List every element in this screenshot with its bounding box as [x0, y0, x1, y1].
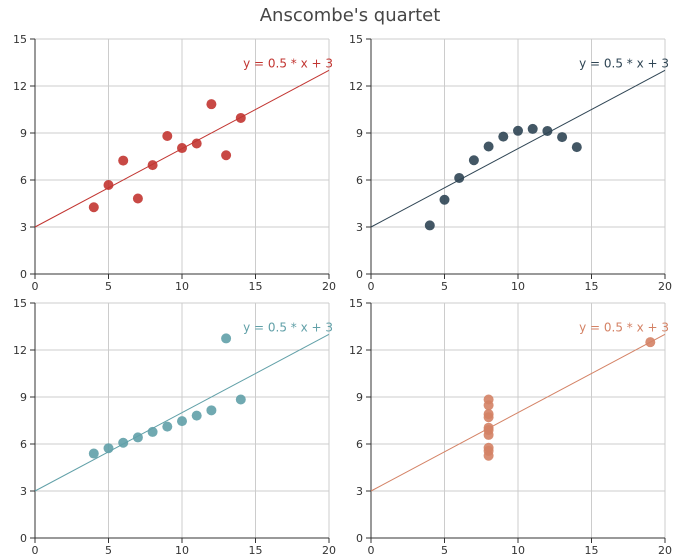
- y-tick-label: 15: [349, 297, 363, 310]
- fit-line: [34, 333, 330, 492]
- data-point: [468, 155, 479, 166]
- y-tick-label: 12: [13, 344, 27, 357]
- x-tick-label: 15: [249, 280, 263, 293]
- x-tick-label: 0: [32, 280, 39, 293]
- data-point: [118, 437, 129, 448]
- data-point: [527, 123, 538, 134]
- x-tick-label: 15: [585, 544, 599, 557]
- data-point: [88, 202, 99, 213]
- data-point: [118, 155, 129, 166]
- data-point: [483, 425, 494, 436]
- data-point: [542, 125, 553, 136]
- x-tick-label: 0: [368, 544, 375, 557]
- data-point: [439, 194, 450, 205]
- fit-line: [370, 333, 666, 492]
- x-tick-label: 5: [105, 280, 112, 293]
- fit-line-label: y = 0.5 * x + 3: [243, 56, 333, 70]
- y-tick-label: 3: [20, 221, 27, 234]
- data-point: [483, 409, 494, 420]
- data-point: [132, 193, 143, 204]
- panel-3: 0 5 10 15 20 0 3 6 9 12 15 y = 0.5 * x + 3: [13, 297, 336, 557]
- y-tick-label: 0: [356, 532, 363, 545]
- y-tick-label: 3: [356, 485, 363, 498]
- y-tick-label: 15: [13, 33, 27, 46]
- data-point: [557, 132, 568, 143]
- data-point: [235, 394, 246, 405]
- data-point: [483, 141, 494, 152]
- data-point: [235, 112, 246, 123]
- y-tick-label: 0: [20, 268, 27, 281]
- x-tick-label: 15: [249, 544, 263, 557]
- panel-1: 0 5 10 15 20 0 3 6 9 12 15 y = 0.5 * x + 3: [13, 33, 336, 293]
- y-tick-label: 9: [356, 127, 363, 140]
- data-point: [147, 426, 158, 437]
- data-point: [177, 416, 187, 427]
- chart-title: Anscombe's quartet: [260, 5, 441, 26]
- fit-line: [370, 69, 666, 228]
- data-point: [454, 172, 465, 183]
- x-tick-label: 10: [175, 280, 189, 293]
- x-tick-label: 10: [511, 544, 525, 557]
- y-tick-label: 15: [13, 297, 27, 310]
- y-tick-label: 6: [20, 438, 27, 451]
- fit-line-label: y = 0.5 * x + 3: [243, 320, 333, 334]
- y-tick-label: 9: [356, 391, 363, 404]
- data-point: [103, 180, 114, 191]
- x-tick-label: 20: [658, 280, 672, 293]
- data-point: [206, 99, 217, 110]
- x-tick-label: 10: [175, 544, 189, 557]
- y-tick-label: 12: [349, 344, 363, 357]
- data-point: [221, 333, 232, 344]
- x-tick-label: 20: [322, 544, 336, 557]
- data-point: [221, 150, 232, 161]
- x-tick-label: 0: [368, 280, 375, 293]
- x-tick-label: 5: [105, 544, 112, 557]
- x-tick-label: 5: [441, 544, 448, 557]
- y-tick-label: 6: [356, 174, 363, 187]
- data-point: [88, 448, 99, 459]
- x-tick-label: 5: [441, 280, 448, 293]
- data-point: [571, 142, 582, 153]
- x-tick-label: 20: [322, 280, 336, 293]
- y-tick-label: 0: [20, 532, 27, 545]
- data-point: [162, 130, 173, 141]
- data-point: [206, 405, 217, 416]
- fit-line-label: y = 0.5 * x + 3: [579, 56, 669, 70]
- data-point: [191, 410, 202, 421]
- y-tick-label: 3: [20, 485, 27, 498]
- data-point: [191, 138, 202, 149]
- data-point: [132, 432, 143, 443]
- x-tick-label: 15: [585, 280, 599, 293]
- y-tick-label: 0: [356, 268, 363, 281]
- data-point: [424, 220, 435, 231]
- y-tick-label: 3: [356, 221, 363, 234]
- data-point: [645, 337, 656, 348]
- y-tick-label: 9: [20, 127, 27, 140]
- fit-line-label: y = 0.5 * x + 3: [579, 320, 669, 334]
- x-tick-label: 20: [658, 544, 672, 557]
- data-point: [177, 143, 187, 154]
- x-tick-label: 10: [511, 280, 525, 293]
- data-point: [483, 445, 494, 456]
- data-point: [103, 443, 114, 454]
- data-point: [147, 160, 158, 171]
- y-tick-label: 6: [20, 174, 27, 187]
- data-point: [483, 400, 494, 411]
- data-point: [162, 421, 173, 432]
- panel-2: 0 5 10 15 20 0 3 6 9 12 15 y = 0.5 * x + 3: [349, 33, 672, 293]
- y-tick-label: 15: [349, 33, 363, 46]
- y-tick-label: 12: [13, 80, 27, 93]
- x-tick-label: 0: [32, 544, 39, 557]
- data-point: [513, 125, 523, 136]
- data-point: [498, 131, 509, 142]
- y-tick-label: 9: [20, 391, 27, 404]
- y-tick-label: 6: [356, 438, 363, 451]
- y-tick-label: 12: [349, 80, 363, 93]
- panel-4: 0 5 10 15 20 0 3 6 9 12 15 y = 0.5 * x + 3: [349, 297, 672, 557]
